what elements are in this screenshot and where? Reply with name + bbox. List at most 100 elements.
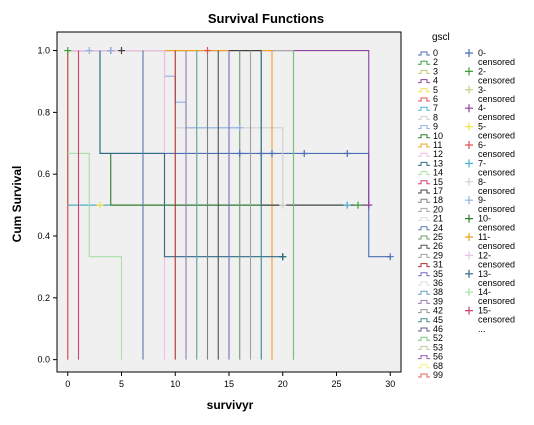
legend-item: 46 [418, 324, 443, 334]
series-layer [67, 49, 391, 360]
censored-marker [85, 47, 93, 55]
legend-label: 7-censored [478, 158, 515, 177]
legend-swatch [418, 115, 430, 120]
legend-label: 7 [433, 103, 438, 113]
legend-label: 6 [433, 94, 438, 104]
series-line-12 [99, 50, 283, 258]
x-tick-label: 10 [170, 379, 180, 389]
legend-item: 12-censored [465, 250, 515, 269]
legend-item: 7 [418, 103, 438, 113]
legend-item: 17 [418, 186, 443, 196]
legend-item: ... [478, 324, 486, 334]
censored-marker [300, 149, 308, 157]
legend-swatch [418, 207, 430, 212]
legend-label: 26 [433, 241, 443, 251]
legend-label: 4 [433, 76, 438, 86]
censored-marker [257, 149, 265, 157]
legend-swatch [465, 104, 473, 113]
legend-label: 3 [433, 66, 438, 76]
legend-label: 56 [433, 352, 443, 362]
legend-swatch [465, 288, 473, 297]
legend-item: 5-censored [465, 122, 515, 141]
legend-swatch [465, 269, 473, 278]
legend-label: 24 [433, 223, 443, 233]
legend-item: 6-censored [465, 140, 515, 159]
legend-item: 56 [418, 352, 443, 362]
legend-swatch [465, 49, 473, 57]
legend-swatch [418, 189, 430, 194]
legend-label: 31 [433, 260, 443, 270]
legend-label: 99 [433, 370, 443, 380]
censored-marker [343, 201, 351, 209]
legend-item: 4-censored [465, 103, 515, 122]
legend-swatch [465, 306, 473, 315]
legend-item: 45 [418, 315, 443, 325]
y-tick-label: 0.4 [37, 231, 50, 241]
legend-swatch [418, 226, 430, 231]
legend-item: 4 [418, 76, 438, 86]
legend-label: 45 [433, 315, 443, 325]
legend-item: 3-censored [465, 85, 515, 104]
legend-swatch [418, 125, 430, 130]
legend-item: 36 [418, 278, 443, 288]
censored-marker [279, 253, 287, 261]
legend-item: 8-censored [465, 177, 515, 196]
legend-swatch [418, 152, 430, 157]
legend-label: ... [478, 324, 486, 334]
legend: 0234567891011121314151718202124252629313… [418, 48, 515, 380]
legend-swatch [418, 327, 430, 332]
legend-swatch [418, 290, 430, 295]
censored-marker [354, 201, 362, 209]
series-line-9 [110, 153, 283, 206]
censored-marker [386, 253, 394, 261]
legend-label: 9-censored [478, 195, 515, 214]
legend-label: 5-censored [478, 122, 515, 141]
legend-label: 17 [433, 186, 443, 196]
legend-label: 38 [433, 287, 443, 297]
legend-swatch [418, 336, 430, 341]
censored-marker [343, 149, 351, 157]
legend-item: 7-censored [465, 158, 515, 177]
legend-label: 68 [433, 361, 443, 371]
legend-swatch [465, 67, 473, 76]
legend-label: 29 [433, 250, 443, 260]
censored-marker [64, 47, 72, 55]
x-tick-label: 5 [119, 379, 124, 389]
x-tick-label: 20 [278, 379, 288, 389]
x-axis: 0 5 10 15 20 25 30 [65, 372, 395, 389]
y-tick-label: 0.8 [37, 107, 50, 117]
legend-label: 4-censored [478, 103, 515, 122]
legend-swatch [418, 198, 430, 203]
legend-item: 29 [418, 250, 443, 260]
series-line-13 [67, 152, 123, 360]
legend-swatch [418, 171, 430, 176]
censored-marker [365, 201, 373, 209]
legend-item: 68 [418, 361, 443, 371]
legend-item: 2 [418, 57, 438, 67]
legend-item: 31 [418, 260, 443, 270]
legend-swatch [465, 196, 473, 205]
legend-label: 11 [433, 140, 442, 150]
legend-label: 13-censored [478, 269, 515, 288]
legend-item: 14-censored [465, 287, 515, 306]
legend-swatch [465, 251, 473, 260]
legend-swatch [418, 88, 430, 93]
legend-item: 0-censored [465, 48, 515, 67]
legend-label: 25 [433, 232, 443, 242]
legend-swatch [418, 299, 430, 304]
y-tick-label: 0.6 [37, 169, 50, 179]
legend-item: 15 [418, 177, 443, 187]
legend-label: 21 [433, 214, 443, 224]
legend-label: 12 [433, 149, 443, 159]
legend-swatch [418, 318, 430, 323]
legend-label: 8-censored [478, 177, 515, 196]
legend-item: 24 [418, 223, 443, 233]
legend-item: 11 [418, 140, 442, 150]
legend-swatch [418, 345, 430, 350]
legend-item: 53 [418, 342, 443, 352]
x-tick-label: 25 [331, 379, 341, 389]
x-axis-label: survivyr [207, 398, 254, 412]
legend-label: 10 [433, 131, 443, 141]
y-axis-label: Cum Survival [10, 166, 24, 243]
